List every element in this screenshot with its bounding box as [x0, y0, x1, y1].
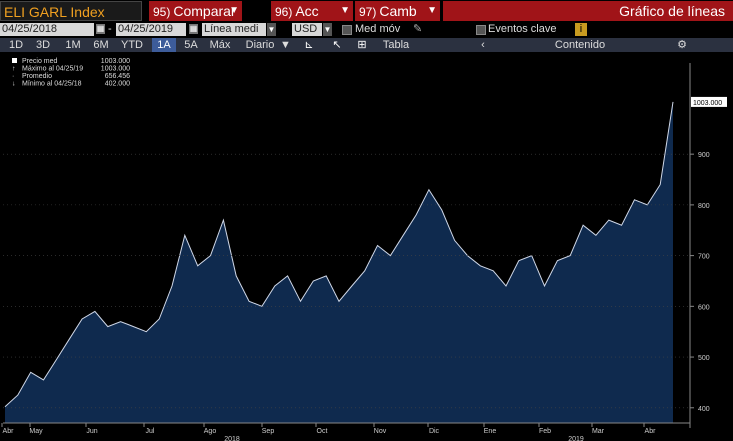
x-axis: Abr May Jun Jul Ago Sep Oct Nov Dic Ene Feb Mar Abr 2…: [1, 422, 690, 441]
tab-6m[interactable]: 6M: [93, 39, 109, 51]
table-button[interactable]: Tabla: [382, 39, 410, 51]
compare-shortcut: 95): [153, 5, 171, 19]
x-tick-label: Abr: [645, 428, 657, 435]
legend-value: 1003.000: [101, 58, 130, 65]
tab-3d[interactable]: 3D: [35, 39, 51, 51]
ticker-text: ELI GARL Index: [4, 4, 105, 20]
x-tick-label: Dic: [429, 428, 440, 435]
top-toolbar: ELI GARL Index 95) Comparar ▼ 96) Acc ▼ 97) C…: [0, 0, 733, 22]
currency-select[interactable]: USD: [292, 23, 322, 36]
edit-button[interactable]: 97) Camb ▼: [355, 1, 440, 21]
x-tick-label: Abr: [3, 428, 15, 435]
x-tick-label: Ene: [484, 428, 497, 435]
x-year-label: 2019: [568, 436, 584, 441]
tab-ytd[interactable]: YTD: [121, 39, 143, 51]
tab-5a[interactable]: 5A: [184, 39, 198, 51]
chevron-down-icon[interactable]: ▼: [267, 23, 276, 36]
gear-icon[interactable]: ⚙: [677, 39, 687, 51]
x-tick-label: Feb: [539, 428, 551, 435]
chevron-down-icon[interactable]: ▼: [323, 23, 332, 36]
legend-label: Máximo al 04/25/19: [22, 66, 83, 73]
y-tick-label: 700: [698, 254, 710, 261]
moving-average-checkbox[interactable]: [342, 25, 352, 35]
actions-shortcut: 96): [275, 5, 293, 19]
last-value-label: 1003.000: [693, 100, 722, 107]
period-tabs: 1D 3D 1M 6M YTD 1A 5A Máx Diario ▼ ⊾ ↖ ⊞…: [0, 38, 733, 52]
x-tick-label: Sep: [262, 428, 275, 435]
y-tick-label: 400: [698, 406, 710, 413]
frequency-select[interactable]: Diario: [245, 39, 275, 51]
legend-swatch: [12, 58, 17, 63]
edit-label: Camb: [379, 3, 417, 19]
page-title: Gráfico de líneas: [443, 1, 733, 21]
calendar-icon[interactable]: ▦: [96, 24, 105, 34]
legend-marker: ↓: [12, 81, 16, 88]
tab-1d[interactable]: 1D: [8, 39, 24, 51]
zoom-icon[interactable]: ⊞: [357, 39, 367, 51]
area-series: [4, 101, 674, 424]
end-date-input[interactable]: 04/25/2019: [116, 23, 186, 36]
line-type-select[interactable]: Línea medi: [202, 23, 266, 36]
chevron-down-icon: ▼: [229, 5, 239, 16]
y-axis: 400 500 600 700 800 900 1003.000: [3, 63, 727, 428]
start-date-input[interactable]: 04/25/2018: [0, 23, 94, 36]
x-tick-label: Oct: [317, 428, 328, 435]
key-events-checkbox[interactable]: [476, 25, 486, 35]
compare-button[interactable]: 95) Comparar ▼: [149, 1, 242, 21]
line-chart[interactable]: Precio med 1003.000 ↑ Máximo al 04/25/19 100…: [0, 53, 733, 441]
tab-max[interactable]: Máx: [209, 39, 231, 51]
tab-1m[interactable]: 1M: [65, 39, 81, 51]
key-events-label: Eventos clave: [488, 23, 557, 35]
y-tick-label: 800: [698, 203, 710, 210]
chevron-down-icon: ▼: [427, 5, 437, 16]
legend-value: 656.456: [105, 73, 130, 80]
legend-label: Promedio: [22, 73, 52, 80]
last-value-badge: [691, 96, 727, 107]
chevron-down-icon[interactable]: ▼: [280, 39, 291, 51]
legend-marker: ·: [12, 73, 14, 80]
x-tick-label: Mar: [592, 428, 605, 435]
chevron-down-icon: ▼: [340, 5, 350, 16]
info-icon[interactable]: i: [575, 23, 587, 36]
y-tick-label: 900: [698, 152, 710, 159]
chevron-left-icon[interactable]: ‹: [481, 39, 485, 51]
area-fill: [5, 101, 673, 424]
tab-1a[interactable]: 1A: [152, 38, 176, 52]
x-tick-label: May: [29, 428, 43, 435]
legend-value: 1003.000: [101, 66, 130, 73]
legend-label: Precio med: [22, 58, 58, 65]
ticker-field[interactable]: ELI GARL Index: [0, 1, 142, 21]
moving-average-label: Med móv: [355, 23, 401, 35]
pencil-icon[interactable]: ✎: [413, 23, 423, 35]
edit-shortcut: 97): [359, 5, 377, 19]
y-tick-label: 500: [698, 355, 710, 362]
compare-label: Comparar: [173, 3, 236, 19]
y-tick-label: 600: [698, 304, 710, 311]
calendar-icon[interactable]: ▦: [189, 24, 198, 34]
legend-label: Mínimo al 04/25/18: [22, 81, 82, 88]
legend-marker: ↑: [12, 66, 16, 73]
x-tick-label: Jun: [86, 428, 97, 435]
legend-value: 402.000: [105, 81, 130, 88]
actions-button[interactable]: 96) Acc ▼: [271, 1, 353, 21]
line-chart-icon[interactable]: ⊾: [304, 39, 314, 51]
x-tick-label: Nov: [374, 428, 387, 435]
x-year-label: 2018: [224, 436, 240, 441]
x-tick-label: Ago: [204, 428, 217, 435]
x-tick-label: Jul: [146, 428, 155, 435]
chart-legend: Precio med 1003.000 ↑ Máximo al 04/25/19 100…: [12, 58, 130, 88]
actions-label: Acc: [295, 3, 319, 19]
content-button[interactable]: Contenido: [554, 39, 606, 51]
date-controls: 04/25/2018 ▦ - 04/25/2019 ▦ Línea medi ▼…: [0, 22, 733, 37]
drawing-tool-icon[interactable]: ↖: [332, 39, 342, 51]
date-separator: -: [108, 23, 112, 35]
